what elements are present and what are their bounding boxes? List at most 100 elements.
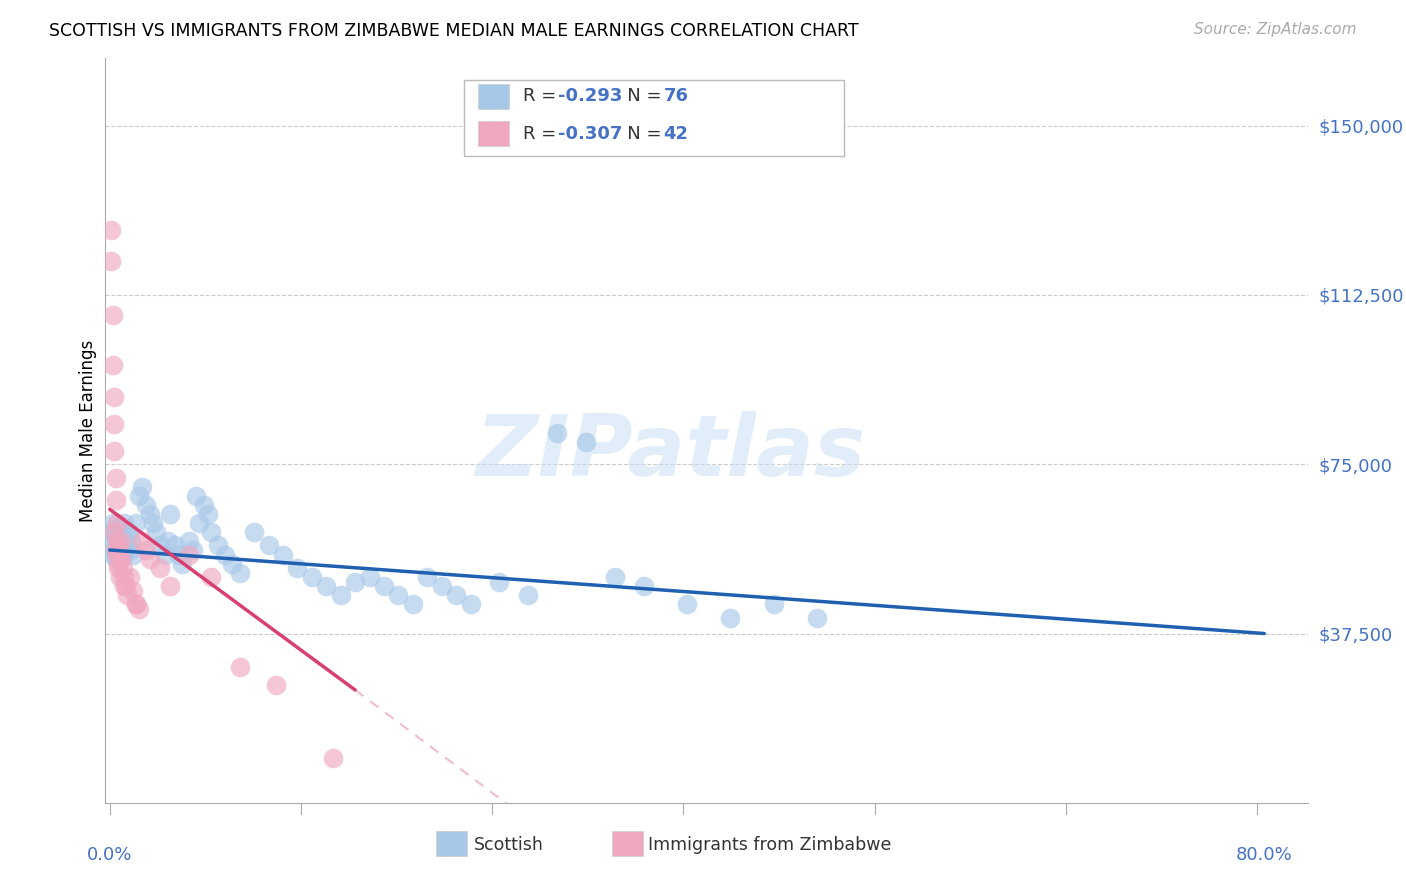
Point <box>100 254 122 268</box>
Point <box>183 543 205 558</box>
Point <box>170 557 193 571</box>
Text: R =: R = <box>523 87 562 105</box>
Point <box>676 597 699 611</box>
Text: Scottish: Scottish <box>474 836 544 854</box>
Point <box>359 570 381 584</box>
Point <box>104 493 127 508</box>
Point <box>105 516 128 530</box>
Point <box>100 222 122 236</box>
Text: 42: 42 <box>664 125 689 143</box>
Point <box>104 471 127 485</box>
Point <box>103 524 125 539</box>
Point <box>460 597 482 611</box>
Point <box>149 539 172 553</box>
Point <box>117 524 139 539</box>
Point <box>207 539 229 553</box>
Point <box>115 588 138 602</box>
Point <box>762 597 785 611</box>
Point <box>112 579 135 593</box>
Point <box>806 611 828 625</box>
Point <box>179 548 201 562</box>
Point <box>111 561 134 575</box>
Point <box>112 548 135 562</box>
Point <box>718 611 741 625</box>
Point <box>603 570 626 584</box>
Point <box>100 539 122 553</box>
Point <box>128 601 150 615</box>
Point <box>546 425 568 440</box>
Point <box>322 750 344 764</box>
Point <box>163 539 186 553</box>
Point <box>188 516 211 530</box>
Point <box>135 543 157 558</box>
Point <box>118 570 141 584</box>
Point <box>107 557 129 571</box>
Point <box>104 552 127 566</box>
Text: ZIPatlas: ZIPatlas <box>475 411 866 494</box>
Point <box>107 548 129 562</box>
Point <box>110 533 132 548</box>
Point <box>128 489 150 503</box>
Point <box>125 597 148 611</box>
Point <box>153 548 176 562</box>
Point <box>114 533 136 548</box>
Text: N =: N = <box>610 125 668 143</box>
Point <box>103 417 125 431</box>
Point <box>108 539 131 553</box>
Point <box>444 588 467 602</box>
Point <box>104 533 127 548</box>
Point <box>114 579 136 593</box>
Point <box>104 543 127 558</box>
Point <box>329 588 352 602</box>
Point <box>131 480 153 494</box>
Point <box>633 579 655 593</box>
Point <box>101 548 124 562</box>
Point <box>125 516 148 530</box>
Point <box>103 443 125 458</box>
Text: SCOTTISH VS IMMIGRANTS FROM ZIMBABWE MEDIAN MALE EARNINGS CORRELATION CHART: SCOTTISH VS IMMIGRANTS FROM ZIMBABWE MED… <box>49 22 859 40</box>
Point <box>100 524 122 539</box>
Point <box>214 548 236 562</box>
Point <box>111 533 134 548</box>
Point <box>105 539 128 553</box>
Point <box>257 539 280 553</box>
Point <box>416 570 439 584</box>
Point <box>488 574 510 589</box>
Point <box>402 597 425 611</box>
Point <box>101 308 124 322</box>
Point <box>517 588 540 602</box>
Point <box>315 579 337 593</box>
Y-axis label: Median Male Earnings: Median Male Earnings <box>79 339 97 522</box>
Point <box>112 570 135 584</box>
Point <box>122 583 145 598</box>
Point <box>167 548 190 562</box>
Point <box>387 588 409 602</box>
Point <box>131 533 153 548</box>
Point <box>142 516 165 530</box>
Point <box>125 597 148 611</box>
Point <box>193 498 215 512</box>
Point <box>103 524 125 539</box>
Point <box>105 548 128 562</box>
Point <box>110 543 132 558</box>
Text: -0.293: -0.293 <box>558 87 623 105</box>
Point <box>122 548 145 562</box>
Point <box>156 533 179 548</box>
Point <box>139 552 162 566</box>
Point <box>110 529 132 543</box>
Point <box>287 561 309 575</box>
Point <box>228 566 250 580</box>
Point <box>221 557 243 571</box>
Point <box>179 533 201 548</box>
Point <box>110 552 132 566</box>
Point <box>200 570 222 584</box>
Point <box>344 574 367 589</box>
Point <box>115 539 138 553</box>
Point <box>243 524 266 539</box>
Text: 0.0%: 0.0% <box>87 846 132 863</box>
Point <box>120 533 142 548</box>
Text: -0.307: -0.307 <box>558 125 623 143</box>
Point <box>145 524 167 539</box>
Point <box>200 524 222 539</box>
Point <box>149 561 172 575</box>
